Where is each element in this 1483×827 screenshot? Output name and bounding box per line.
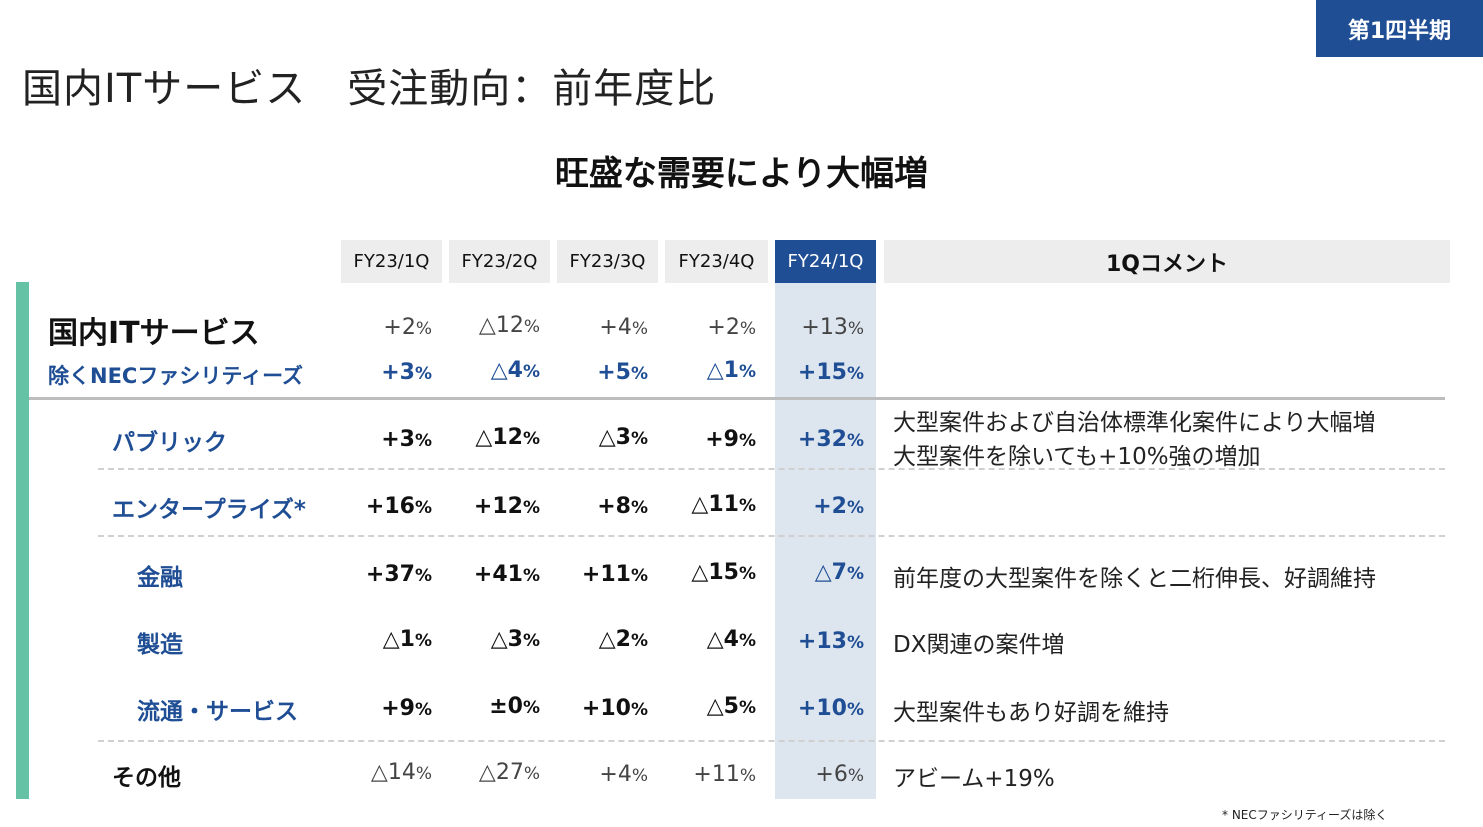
value-cell: △1% bbox=[382, 627, 432, 652]
section-divider bbox=[29, 397, 1445, 400]
row-label-domestic-it: 国内ITサービス bbox=[48, 316, 260, 351]
section-accent-bar bbox=[16, 282, 29, 799]
value-cell: +4% bbox=[599, 315, 648, 340]
value-cell: +10% bbox=[797, 696, 864, 721]
value-cell: △11% bbox=[691, 492, 756, 517]
value-cell: +4% bbox=[599, 762, 648, 787]
row-label-distribution-services: 流通・サービス bbox=[137, 699, 298, 725]
value-cell: +2% bbox=[383, 315, 432, 340]
highlight-column bbox=[775, 283, 876, 799]
value-cell: +9% bbox=[705, 427, 756, 452]
value-cell: △7% bbox=[814, 560, 864, 585]
header-comment: 1Qコメント bbox=[884, 240, 1450, 283]
value-cell: +15% bbox=[797, 360, 864, 385]
value-cell: +2% bbox=[707, 315, 756, 340]
value-cell: △14% bbox=[370, 760, 432, 785]
value-cell: △12% bbox=[475, 425, 540, 450]
value-cell: +16% bbox=[365, 494, 432, 519]
value-cell: +13% bbox=[797, 629, 864, 654]
header-fy23-4q: FY23/4Q bbox=[665, 240, 768, 283]
value-cell: +10% bbox=[581, 696, 648, 721]
value-cell: △27% bbox=[478, 760, 540, 785]
quarter-badge: 第1四半期 bbox=[1316, 0, 1483, 57]
value-cell: +11% bbox=[693, 762, 756, 787]
row-label-finance: 金融 bbox=[137, 565, 183, 591]
row-divider bbox=[98, 740, 1445, 742]
comment-manufacturing: DX関連の案件増 bbox=[893, 632, 1065, 658]
value-cell: +9% bbox=[381, 696, 432, 721]
page-title: 国内ITサービス 受注動向：前年度比 bbox=[22, 66, 717, 112]
row-label-other: その他 bbox=[112, 765, 181, 791]
value-cell: +32% bbox=[797, 427, 864, 452]
value-cell: +2% bbox=[813, 494, 864, 519]
value-cell: +5% bbox=[597, 360, 648, 385]
value-cell: +3% bbox=[381, 427, 432, 452]
value-cell: △4% bbox=[490, 358, 540, 383]
value-cell: +13% bbox=[801, 315, 864, 340]
value-cell: △2% bbox=[598, 627, 648, 652]
value-cell: △5% bbox=[706, 694, 756, 719]
value-cell: △12% bbox=[478, 313, 540, 338]
row-divider bbox=[98, 535, 1445, 537]
comment-public-line2: 大型案件を除いても+10%強の増加 bbox=[893, 444, 1261, 470]
value-cell: △3% bbox=[490, 627, 540, 652]
comment-distribution: 大型案件もあり好調を維持 bbox=[893, 700, 1169, 726]
header-fy24-1q: FY24/1Q bbox=[775, 240, 876, 283]
footnote: * NECファシリティーズは除く bbox=[1222, 808, 1388, 822]
row-label-public: パブリック bbox=[112, 430, 227, 456]
comment-public-line1: 大型案件および自治体標準化案件により大幅増 bbox=[893, 410, 1376, 436]
header-fy23-3q: FY23/3Q bbox=[557, 240, 658, 283]
value-cell: △15% bbox=[691, 560, 756, 585]
value-cell: △4% bbox=[706, 627, 756, 652]
row-label-manufacturing: 製造 bbox=[137, 632, 183, 658]
value-cell: +12% bbox=[473, 494, 540, 519]
header-fy23-2q: FY23/2Q bbox=[449, 240, 550, 283]
value-cell: +37% bbox=[365, 562, 432, 587]
row-label-excl-nec-facilities: 除くNECファシリティーズ bbox=[48, 364, 304, 388]
row-divider bbox=[98, 468, 1445, 470]
value-cell: +6% bbox=[815, 762, 864, 787]
value-cell: △3% bbox=[598, 425, 648, 450]
comment-finance: 前年度の大型案件を除くと二桁伸長、好調維持 bbox=[893, 566, 1376, 592]
value-cell: +3% bbox=[381, 360, 432, 385]
value-cell: △1% bbox=[706, 358, 756, 383]
page-subtitle: 旺盛な需要により大幅増 bbox=[554, 154, 929, 194]
value-cell: +8% bbox=[597, 494, 648, 519]
value-cell: +11% bbox=[581, 562, 648, 587]
value-cell: ±0% bbox=[489, 694, 540, 719]
value-cell: +41% bbox=[473, 562, 540, 587]
comment-other: アビーム+19% bbox=[893, 766, 1055, 792]
header-fy23-1q: FY23/1Q bbox=[341, 240, 442, 283]
row-label-enterprise: エンタープライズ* bbox=[112, 497, 306, 523]
